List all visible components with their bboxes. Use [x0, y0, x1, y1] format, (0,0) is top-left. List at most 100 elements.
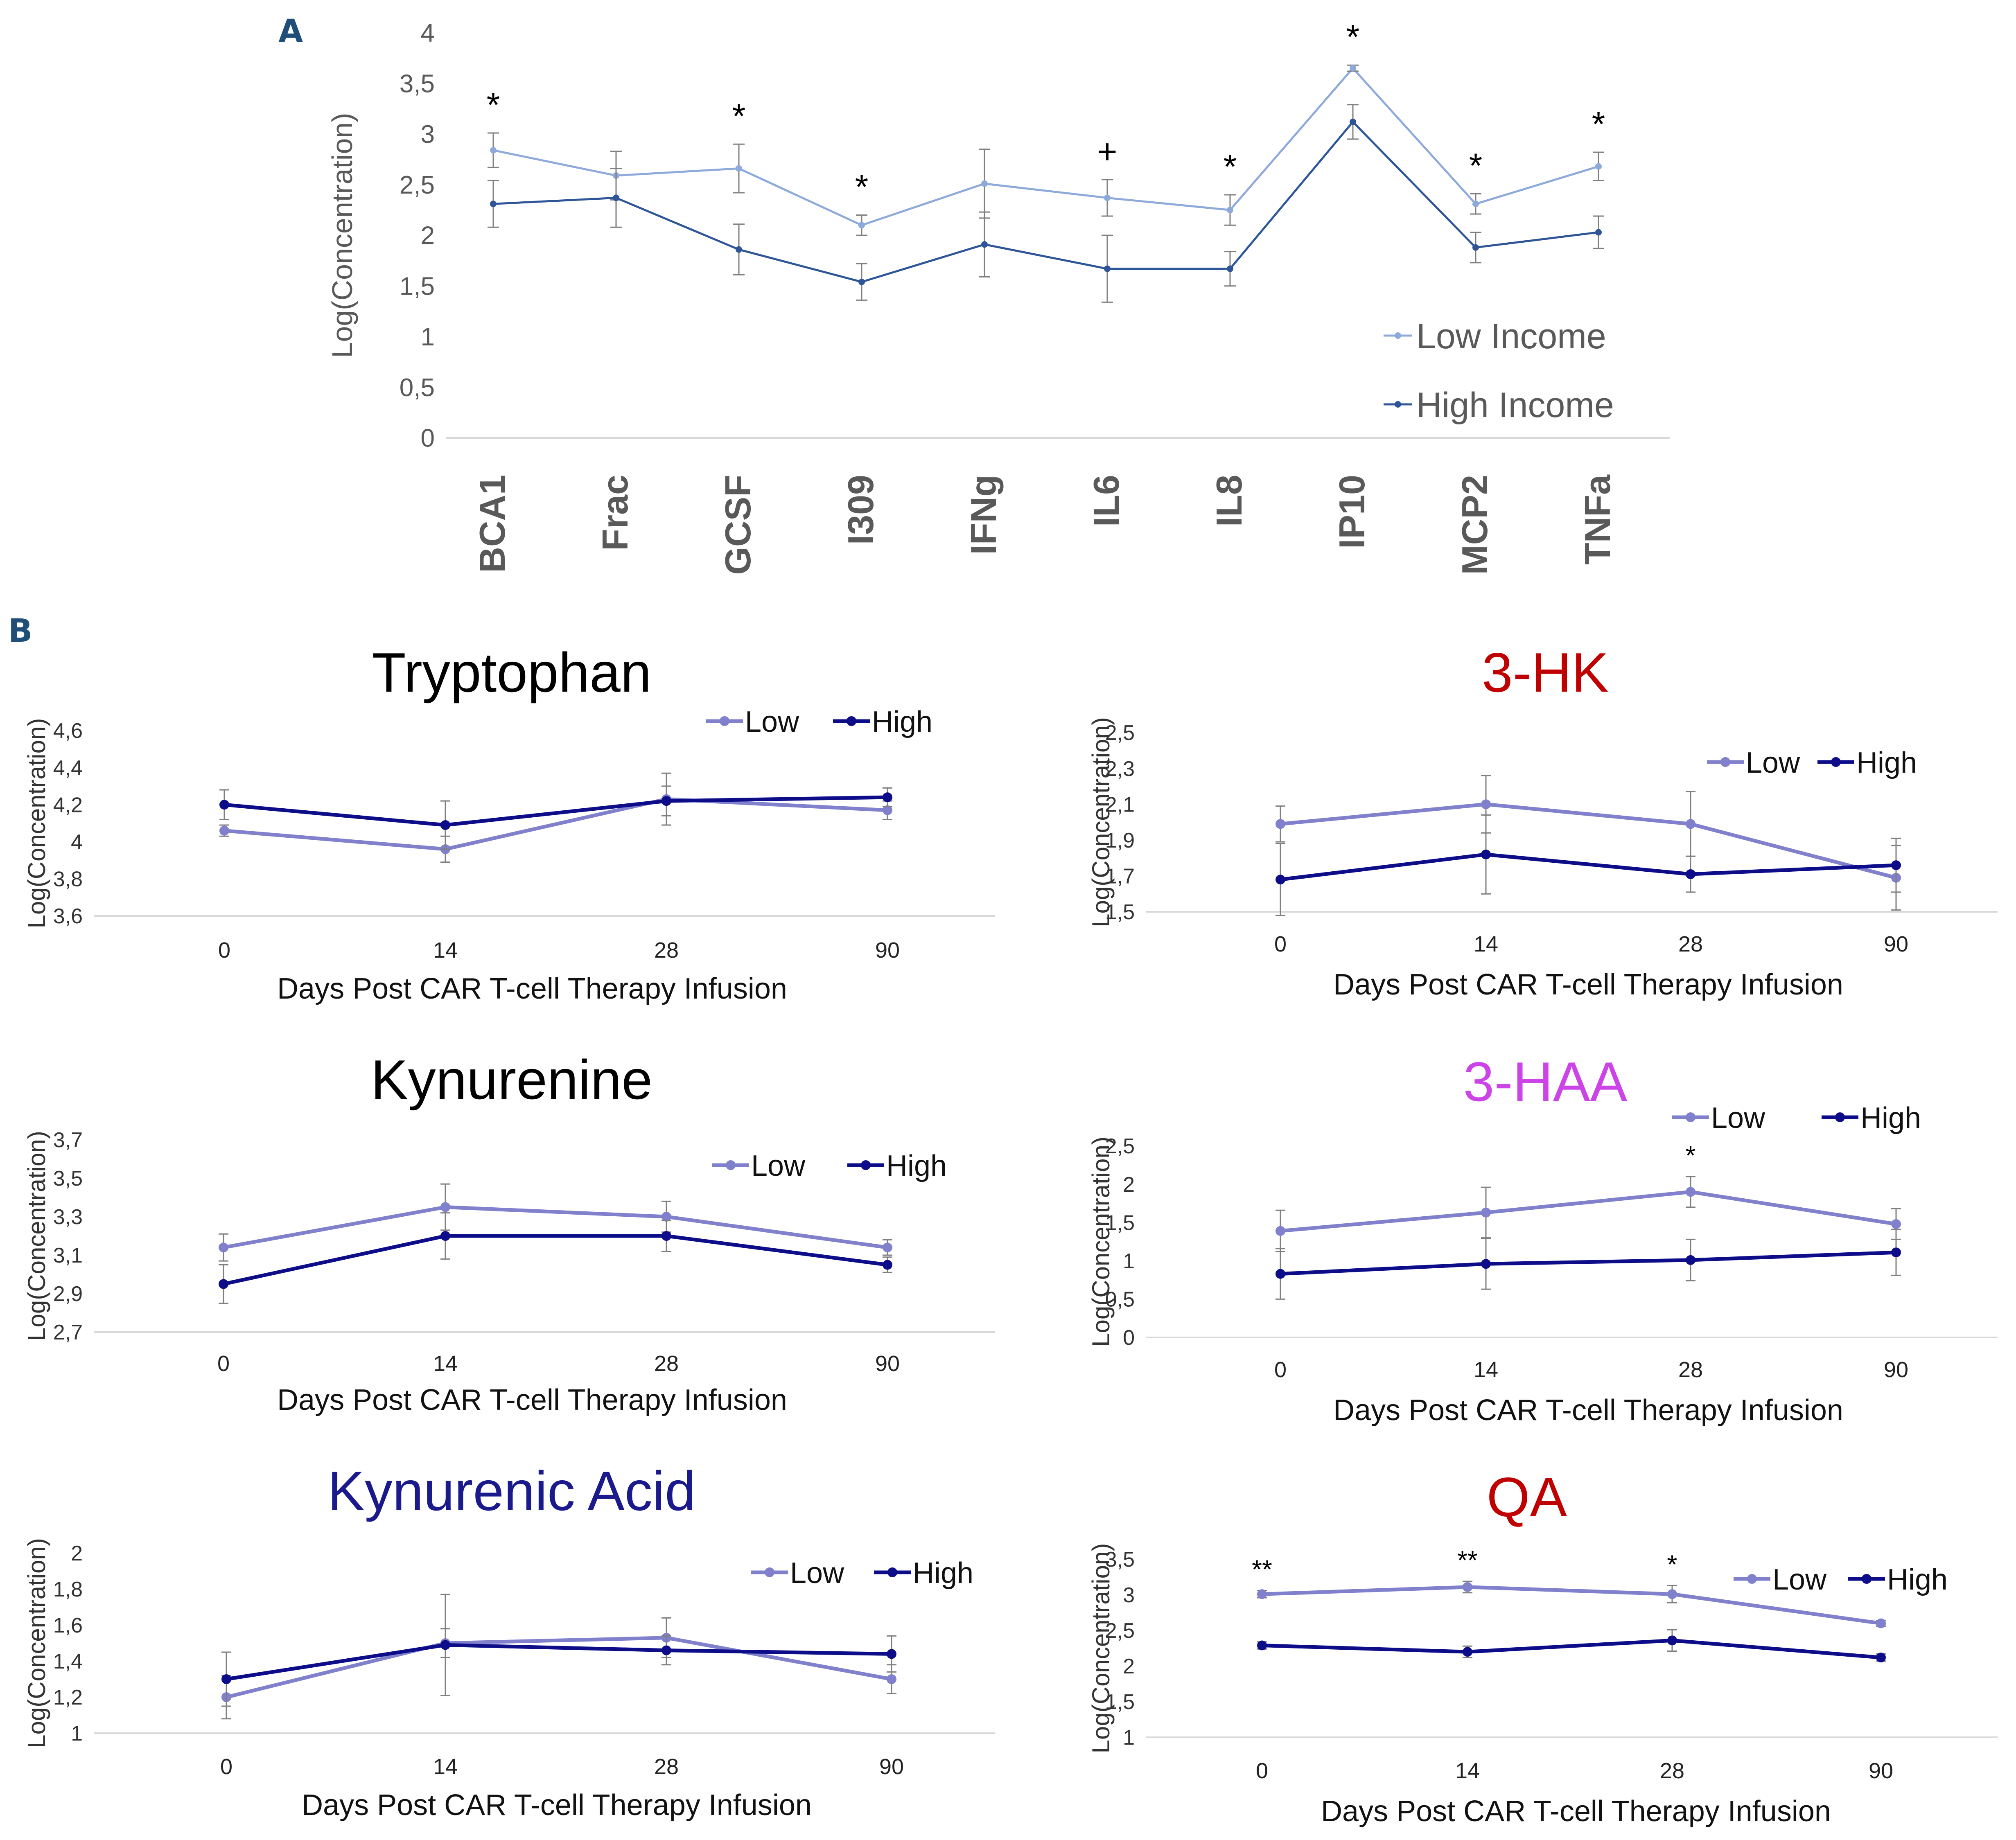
data-point	[613, 194, 619, 201]
y-tick-label: 3,5	[1105, 1548, 1135, 1572]
x-tick-label: Frac	[595, 475, 635, 551]
legend-label: Low Income	[1416, 317, 1606, 356]
data-point	[1257, 1589, 1267, 1599]
significance-marker: *	[487, 86, 500, 124]
x-axis-title: Days Post CAR T-cell Therapy Infusion	[302, 1789, 812, 1822]
y-axis-title: Log(Concentration)	[1087, 1543, 1115, 1754]
x-tick-label: TNFa	[1577, 474, 1618, 565]
chart-title: QA	[1487, 1466, 1567, 1528]
chart-tryptophan: Tryptophan 3,6 3,8 4 4,2 4,4 4,6Log(Concentrat…	[23, 641, 995, 1005]
data-point	[1257, 1640, 1267, 1651]
data-point	[1481, 849, 1491, 859]
legend: Low High	[1707, 746, 1917, 779]
y-tick-label: 3,3	[53, 1205, 83, 1229]
y-tick-label: 1	[1123, 1249, 1135, 1273]
series-line	[1262, 1638, 1881, 1660]
data-point	[1481, 1259, 1491, 1269]
data-point	[1104, 265, 1111, 272]
legend-marker	[1862, 1574, 1872, 1584]
data-point	[219, 1279, 228, 1289]
y-tick-label: 3	[1123, 1583, 1135, 1607]
data-point	[661, 796, 671, 806]
chart-title: Tryptophan	[372, 641, 652, 704]
data-point	[887, 1649, 896, 1659]
data-point	[1481, 799, 1491, 810]
series-low-income	[488, 64, 1604, 236]
data-point	[1104, 194, 1111, 201]
panel-label-a: A	[278, 13, 303, 50]
y-tick-label: 2	[421, 222, 435, 250]
series-high	[219, 785, 892, 850]
y-tick-label: 3,1	[53, 1244, 83, 1267]
data-point	[1227, 265, 1233, 272]
series-line	[224, 795, 888, 827]
data-point	[858, 222, 865, 229]
legend-marker	[1835, 1112, 1845, 1122]
x-axis-title: Days Post CAR T-cell Therapy Infusion	[1333, 968, 1843, 1001]
data-point	[1686, 819, 1695, 829]
series-low	[1276, 1176, 1901, 1252]
y-axis-title: Log(Concentration)	[1087, 1136, 1115, 1347]
x-tick-label: 14	[1474, 1357, 1498, 1382]
y-tick-label: 0,5	[400, 374, 435, 402]
x-tick-label: 0	[1274, 932, 1287, 956]
y-tick-label: 2,9	[53, 1282, 83, 1306]
x-tick-label: 0	[1256, 1759, 1268, 1783]
y-tick-label: 1	[71, 1722, 83, 1745]
x-tick-label: 90	[1884, 1357, 1908, 1382]
data-point	[883, 805, 892, 815]
legend-marker	[1395, 401, 1401, 408]
y-tick-label: 3	[421, 120, 435, 149]
y-tick-label: 4,6	[53, 719, 83, 743]
data-point	[1876, 1653, 1886, 1663]
series-low	[219, 1183, 892, 1262]
y-tick-label: 4,2	[53, 793, 83, 817]
data-point	[1686, 869, 1695, 879]
x-tick-label: 14	[433, 1754, 458, 1779]
data-point	[981, 180, 988, 187]
y-axis-title: Log(Concentration)	[1087, 717, 1115, 927]
data-point	[883, 1242, 892, 1253]
series-high	[221, 1594, 896, 1707]
chart-title: Kynurenine	[371, 1049, 652, 1111]
legend-marker	[1720, 757, 1730, 767]
y-tick-label: 4,4	[53, 756, 83, 780]
y-tick-label: 1,5	[400, 272, 435, 300]
chart-title: Kynurenic Acid	[327, 1460, 696, 1522]
data-point	[981, 241, 988, 248]
significance-marker: **	[1457, 1545, 1478, 1575]
series-low	[1276, 775, 1901, 911]
y-tick-label: 1,9	[1105, 829, 1135, 852]
legend: Low High	[1734, 1563, 1948, 1596]
x-tick-label: 14	[433, 938, 458, 963]
series-low	[219, 772, 892, 863]
data-point	[661, 1212, 671, 1222]
y-tick-label: 2,1	[1105, 793, 1135, 816]
significance-marker: *	[1224, 147, 1237, 186]
y-tick-label: 2,5	[1105, 721, 1135, 745]
data-point	[490, 147, 497, 154]
series-high-income	[488, 104, 1604, 303]
x-tick-label: IP10	[1332, 475, 1372, 549]
legend-marker	[1831, 757, 1841, 767]
y-tick-label: 4	[421, 19, 435, 47]
data-point	[440, 1231, 450, 1241]
chart-kynurenine: Kynurenine 2,7 2,9 3,1 3,3 3,5 3,7Log(Concentr…	[23, 1049, 995, 1416]
legend-marker	[887, 1567, 897, 1577]
y-tick-label: 2	[1123, 1173, 1135, 1197]
series-line	[493, 121, 1599, 283]
x-axis-title: Days Post CAR T-cell Therapy Infusion	[1321, 1795, 1831, 1828]
y-tick-label: 0	[1123, 1326, 1135, 1350]
data-point	[490, 201, 497, 207]
chart-kynurenic_acid: Kynurenic Acid 1 1,2 1,4 1,6 1,8 2 Log(Concentr…	[23, 1460, 995, 1822]
x-tick-label: I309	[840, 475, 881, 545]
series-high	[1257, 1629, 1886, 1663]
legend-label: Low	[790, 1557, 844, 1590]
data-point	[858, 278, 865, 285]
x-axis-title: Days Post CAR T-cell Therapy Infusion	[277, 1384, 787, 1416]
data-point	[883, 1260, 892, 1270]
series-line	[223, 1234, 888, 1286]
